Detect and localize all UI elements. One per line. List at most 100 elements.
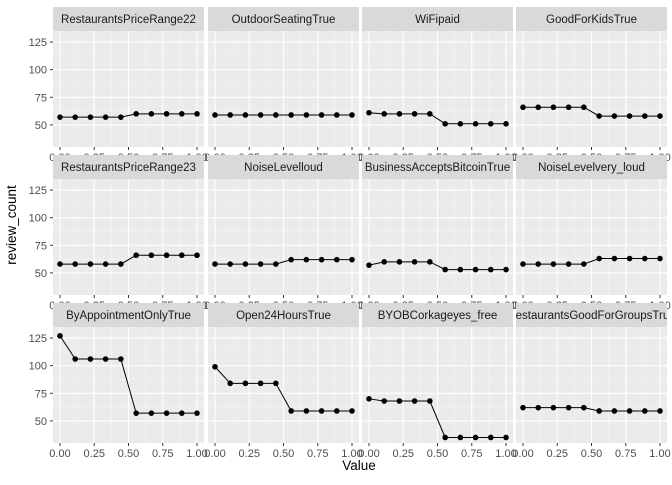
data-point (194, 111, 200, 117)
data-point (57, 261, 63, 267)
data-point (163, 410, 170, 416)
data-point (626, 408, 633, 414)
data-point (427, 111, 433, 117)
data-point (611, 255, 618, 262)
data-point (565, 261, 572, 267)
data-point (535, 104, 542, 111)
facet-panel: RestaurantsPriceRange220.000.250.500.751… (29, 7, 208, 164)
data-point (641, 255, 648, 262)
facet-panel: NoiseLevelvery_loud0.000.250.500.751.00 (512, 155, 671, 312)
data-point (227, 112, 234, 118)
data-point (550, 404, 557, 411)
x-tick-label: 0.25 (547, 448, 568, 460)
data-point (102, 114, 109, 120)
data-point (349, 408, 355, 414)
data-point (596, 255, 602, 262)
data-point (72, 261, 79, 267)
data-point (273, 380, 279, 387)
facet-strip (53, 303, 204, 327)
data-point (288, 112, 294, 118)
y-axis-title: review_count (4, 185, 19, 265)
series-line (60, 113, 197, 118)
data-point (472, 266, 479, 273)
facet-strip (516, 155, 667, 179)
y-tick-label: 50 (35, 120, 47, 132)
data-point (133, 111, 139, 117)
facet-strip (208, 7, 359, 31)
data-point (596, 408, 602, 414)
x-tick-label: 0.75 (307, 448, 328, 460)
data-point (212, 261, 218, 267)
x-tick-label: 0.00 (358, 448, 379, 460)
data-point (565, 404, 572, 411)
data-point (366, 262, 372, 268)
x-tick-label: 0.00 (512, 448, 533, 460)
data-point (288, 256, 294, 263)
x-axis-title: Value (342, 458, 376, 473)
data-point (212, 112, 218, 118)
data-point (611, 408, 618, 414)
data-point (227, 380, 234, 387)
data-point (457, 121, 464, 127)
data-point (581, 261, 587, 267)
data-point (273, 261, 279, 267)
data-point (333, 408, 340, 414)
data-point (288, 408, 294, 414)
data-point (581, 404, 587, 411)
series-line (59, 335, 197, 414)
data-point (381, 111, 388, 117)
facet-strip-label: WiFipaid (415, 14, 460, 26)
data-point (349, 256, 355, 263)
data-point (257, 112, 264, 118)
data-point (148, 410, 155, 416)
y-tick-label: 100 (29, 65, 47, 77)
x-tick-label: 0.75 (152, 448, 173, 460)
x-tick-label: 0.75 (461, 448, 482, 460)
x-tick-label: 0.50 (273, 448, 294, 460)
data-point (520, 261, 526, 267)
y-tick-label: 75 (35, 388, 47, 400)
data-point (381, 398, 388, 404)
facet-panel: OutdoorSeatingTrue0.000.250.500.751.00 (204, 7, 363, 164)
data-point (227, 261, 234, 267)
data-point (396, 111, 403, 117)
data-point (349, 112, 355, 118)
facet-strip (362, 155, 513, 179)
data-point (57, 114, 63, 120)
facet-strip (208, 155, 359, 179)
x-tick-label: 1.00 (495, 448, 516, 460)
data-point (550, 261, 557, 267)
x-tick-label: 0.50 (118, 448, 139, 460)
y-tick-label: 100 (29, 361, 47, 373)
series-line (215, 259, 352, 265)
x-tick-label: 1.00 (341, 448, 362, 460)
facet-strip-label: BYOBCorkageyes_free (378, 310, 498, 322)
facet-strip (362, 303, 513, 327)
data-point (487, 266, 494, 273)
data-point (657, 113, 663, 119)
data-point (303, 112, 310, 118)
data-point (242, 261, 249, 267)
series-line (60, 254, 197, 265)
series-line (368, 398, 506, 438)
data-point (178, 410, 185, 416)
data-point (442, 434, 448, 441)
data-point (411, 398, 418, 404)
x-tick-label: 0.25 (84, 448, 105, 460)
data-point (57, 333, 63, 339)
data-point (472, 121, 479, 127)
data-point (626, 255, 633, 262)
data-point (242, 112, 249, 118)
data-point (87, 114, 94, 120)
facet-panel: Open24HoursTrue 0.00 0.25 0.50 0.75 1.00 (204, 303, 363, 460)
x-tick-label: 0.25 (393, 448, 414, 460)
y-tick-label: 100 (29, 213, 47, 225)
series-line (368, 112, 506, 125)
data-point (396, 259, 403, 265)
data-point (242, 380, 249, 387)
facet-strip-label: NoiseLevelvery_loud (538, 162, 645, 174)
data-point (366, 109, 372, 116)
data-point (411, 111, 418, 117)
data-point (550, 104, 557, 111)
